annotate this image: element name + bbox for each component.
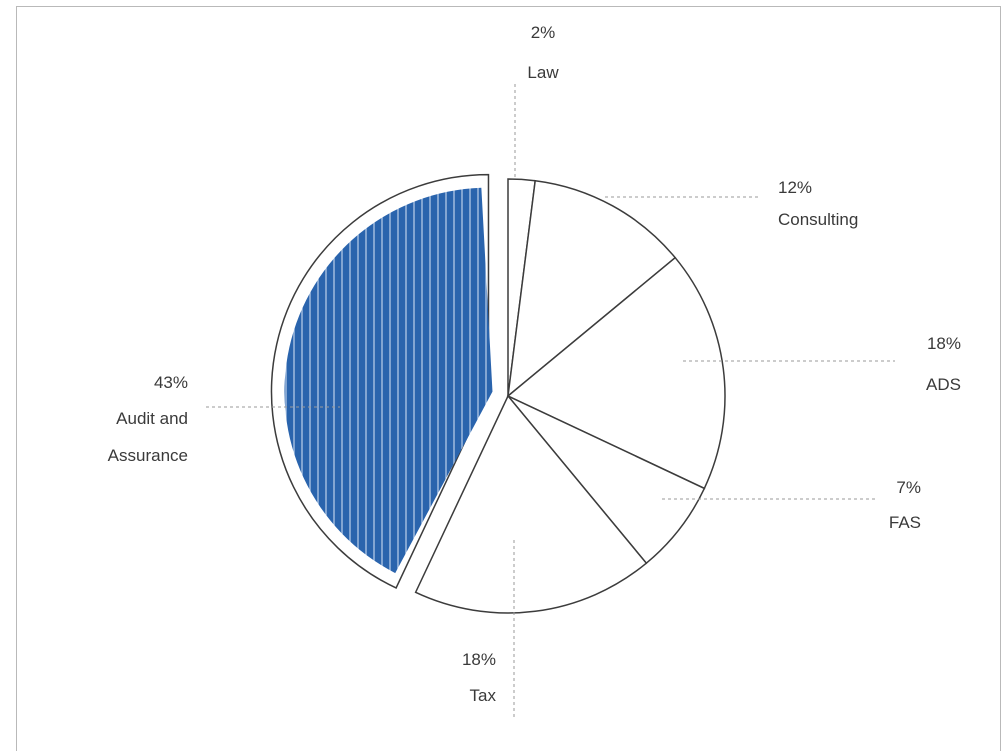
label-fas-name: FAS — [889, 513, 921, 532]
label-ads-name: ADS — [926, 375, 961, 394]
label-audit-percent: 43% — [154, 373, 188, 392]
label-ads-percent: 18% — [927, 334, 961, 353]
pie-slice-consulting — [507, 179, 677, 398]
label-tax-name: Tax — [470, 686, 497, 705]
pie-slice-tax — [414, 394, 648, 614]
pie-slice-audit-and-assurance-fill — [284, 187, 493, 574]
label-consulting-percent: 12% — [778, 178, 812, 197]
label-consulting-name: Consulting — [778, 210, 858, 229]
pie-slice-ads — [506, 256, 726, 490]
label-law-name: Law — [527, 63, 559, 82]
label-audit-name-line2: Assurance — [108, 446, 188, 465]
label-tax-percent: 18% — [462, 650, 496, 669]
label-law-percent: 2% — [531, 23, 556, 42]
label-audit-name-line1: Audit and — [116, 409, 188, 428]
label-fas-percent: 7% — [896, 478, 921, 497]
